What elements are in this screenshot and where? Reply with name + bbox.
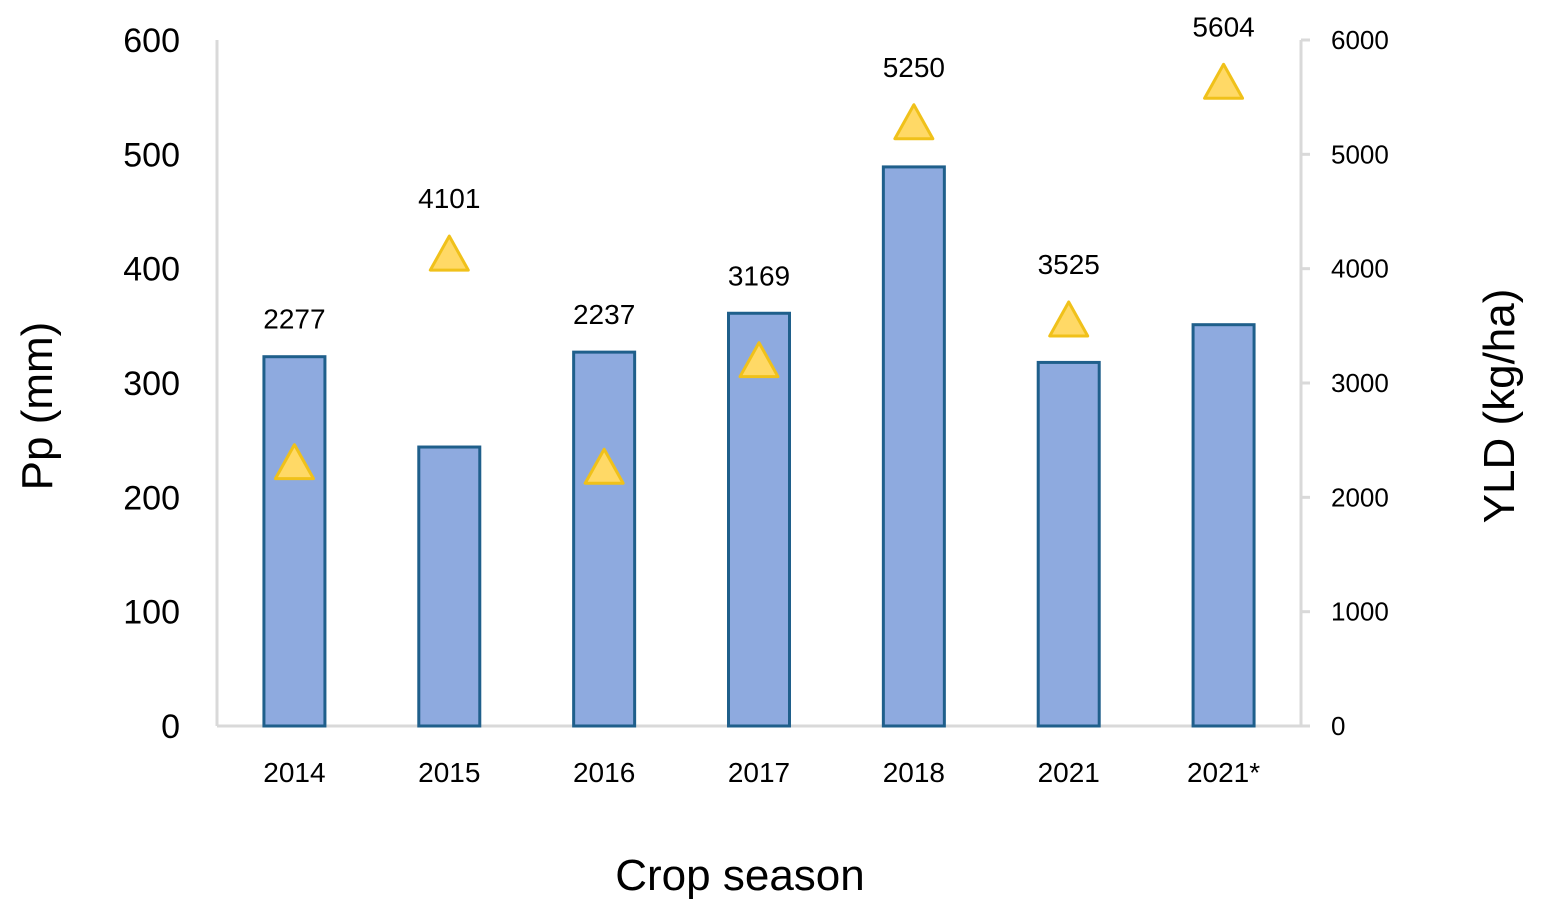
y-tick-label: 500 — [123, 136, 180, 174]
yield-marker — [1048, 300, 1090, 338]
axes: 0100200300400500600010002000300040005000… — [123, 22, 1389, 746]
yield-data-label: 5250 — [883, 52, 945, 83]
yield-data-label: 2277 — [263, 304, 325, 335]
x-tick-label: 2021* — [1187, 757, 1260, 788]
y2-tick-label: 3000 — [1331, 368, 1389, 398]
y-tick-label: 600 — [123, 22, 180, 60]
bars — [262, 165, 1256, 728]
x-tick-label: 2021 — [1038, 757, 1100, 788]
y2-tick-label: 0 — [1331, 711, 1345, 741]
y-axis-title: Pp (mm) — [13, 322, 62, 491]
bar — [262, 355, 327, 728]
bar — [727, 311, 791, 728]
yield-marker — [583, 447, 625, 485]
labels: 2014 2015 2016 2017 2018 2021 2021* 2277 4101 223… — [263, 11, 1260, 788]
y-tick-label: 200 — [123, 479, 180, 517]
y2-axis-title: YLD (kg/ha) — [1475, 289, 1524, 524]
yield-marker — [273, 443, 315, 481]
yield-data-label: 5604 — [1192, 11, 1254, 42]
bar — [417, 445, 482, 728]
bar — [1191, 323, 1256, 728]
y2-tick-label: 5000 — [1331, 139, 1389, 169]
bar — [881, 165, 946, 728]
y2-tick-label: 6000 — [1331, 25, 1389, 55]
yield-data-label: 2237 — [573, 299, 635, 330]
yield-marker — [893, 103, 935, 141]
yield-marker — [428, 234, 470, 272]
x-tick-label: 2014 — [263, 757, 325, 788]
bar — [1036, 360, 1101, 728]
yield-data-label: 3525 — [1038, 249, 1100, 280]
yield-data-label: 3169 — [728, 260, 790, 291]
x-tick-label: 2018 — [883, 757, 945, 788]
x-tick-label: 2017 — [728, 757, 790, 788]
x-tick-label: 2015 — [418, 757, 480, 788]
x-tick-label: 2016 — [573, 757, 635, 788]
y2-tick-label: 1000 — [1331, 597, 1389, 627]
y-tick-label: 100 — [123, 594, 180, 632]
y-tick-label: 300 — [123, 365, 180, 403]
y2-tick-label: 2000 — [1331, 482, 1389, 512]
x-axis-title: Crop season — [615, 851, 864, 900]
yield-data-label: 4101 — [418, 183, 480, 214]
markers — [273, 62, 1245, 485]
yield-marker — [1203, 62, 1245, 100]
y2-tick-label: 4000 — [1331, 254, 1389, 284]
bar — [572, 350, 637, 728]
y-tick-label: 400 — [123, 251, 180, 289]
yield-marker — [738, 341, 780, 379]
y-tick-label: 0 — [161, 708, 180, 746]
